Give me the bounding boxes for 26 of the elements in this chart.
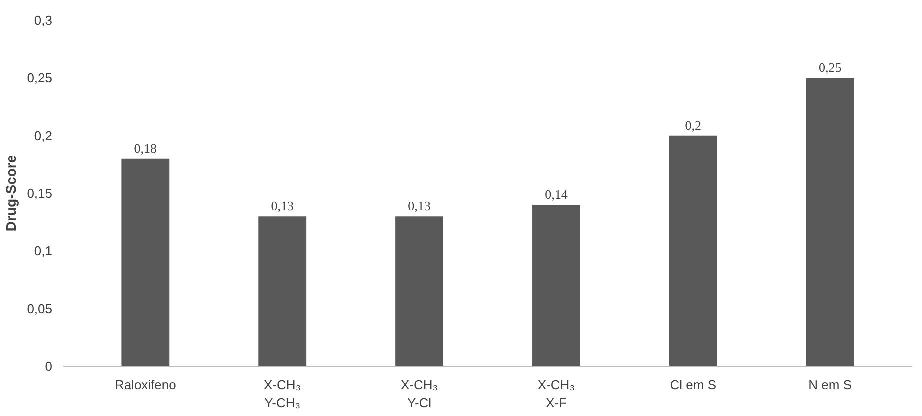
- x-tick-label: X-CH₃ Y-CH₃: [264, 378, 302, 410]
- y-tick-label: 0,15: [27, 186, 53, 201]
- bar: [532, 205, 580, 366]
- y-tick-label: 0,05: [27, 301, 53, 316]
- y-tick-label: 0: [45, 359, 53, 374]
- data-label: 0,13: [271, 198, 294, 214]
- x-tick-label: X-CH₃ Y-Cl: [400, 378, 438, 410]
- bar: [396, 216, 444, 366]
- x-tick-label: Raloxifeno: [114, 378, 176, 392]
- y-tick-label: 0,3: [34, 13, 53, 28]
- y-tick-label: 0,1: [34, 244, 53, 259]
- data-label: 0,13: [408, 198, 431, 214]
- y-axis-title: Drug-Score: [3, 155, 20, 232]
- data-label: 0,14: [545, 187, 568, 202]
- data-label: 0,2: [685, 118, 702, 133]
- x-tick-label: N em S: [808, 378, 852, 392]
- data-label: 0,18: [134, 140, 158, 156]
- x-tick-label: X-CH₃ X-F: [538, 378, 576, 410]
- data-label: 0,25: [818, 60, 842, 76]
- bar: [258, 216, 307, 366]
- y-tick-label: 0,2: [34, 128, 53, 144]
- bar: [806, 78, 854, 366]
- x-tick-label: Cl em S: [670, 378, 717, 392]
- bar: [669, 136, 718, 366]
- y-tick-label: 0,25: [27, 70, 53, 86]
- bar: [122, 158, 170, 366]
